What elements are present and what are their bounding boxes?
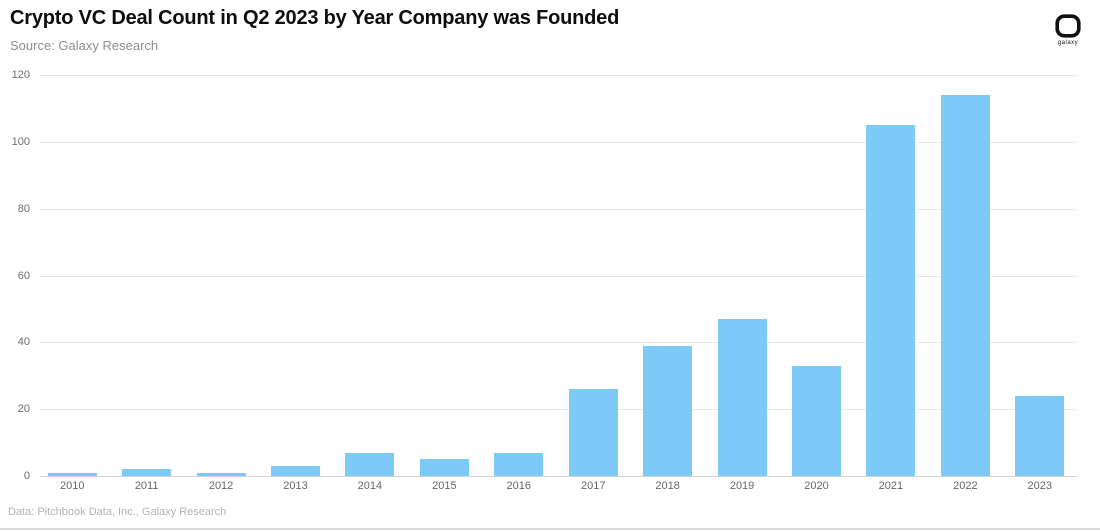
y-axis-tick-label: 0 (23, 470, 30, 482)
x-axis-tick-label: 2015 (432, 480, 457, 492)
bar-2021 (866, 125, 916, 476)
gridline (40, 75, 1077, 76)
galaxy-helmet-icon (1046, 14, 1090, 38)
gridline (40, 208, 1077, 210)
x-axis-tick-label: 2012 (208, 480, 234, 492)
bar-2014 (345, 452, 395, 476)
galaxy-logo: galaxy (1046, 14, 1090, 46)
x-axis-tick-label: 2021 (878, 480, 904, 492)
x-axis-tick-label: 2022 (953, 480, 978, 492)
x-axis-tick-label: 2023 (1027, 480, 1053, 492)
x-axis-tick-label: 2014 (357, 480, 383, 492)
bar-2016 (494, 452, 544, 476)
y-axis-tick-label: 60 (17, 269, 30, 282)
chart-title: Crypto VC Deal Count in Q2 2023 by Year … (10, 7, 620, 29)
x-axis-tick-label: 2016 (506, 480, 532, 492)
bar-2011 (122, 469, 172, 476)
y-axis-tick-label: 40 (17, 336, 30, 349)
bar-2019 (717, 318, 767, 476)
bar-2013 (270, 465, 321, 476)
gridline (40, 409, 1077, 411)
bar-2010 (47, 472, 97, 476)
x-axis-tick-label: 2011 (134, 480, 159, 492)
y-axis-tick-label: 100 (11, 135, 30, 148)
gridline (40, 476, 1077, 477)
gridline (40, 275, 1077, 277)
gridline (40, 141, 1077, 143)
bar-2022 (940, 95, 990, 476)
x-axis-tick-label: 2019 (729, 480, 755, 492)
gridline (40, 342, 1077, 344)
bar-2012 (196, 472, 246, 476)
plot-area: 0 20 40 60 80 100 120 2010 2011 2012 2013 2014 2015 2… (12, 69, 1077, 492)
y-axis-tick-label: 80 (17, 202, 30, 215)
chart-subtitle: Source: Galaxy Research (10, 38, 159, 53)
x-axis-tick-label: 2017 (580, 480, 606, 492)
galaxy-logo-label: galaxy (1057, 40, 1079, 46)
bar-2020 (791, 365, 842, 476)
bar-2018 (643, 345, 693, 476)
data-source-note: Data: Pitchbook Data, Inc., Galaxy Resea… (8, 506, 227, 518)
y-axis-tick-label: 20 (17, 403, 30, 416)
x-axis-tick-label: 2013 (283, 480, 308, 492)
x-axis-tick-label: 2010 (59, 480, 85, 492)
bar-2023 (1015, 395, 1065, 476)
x-axis-tick-label: 2020 (804, 480, 829, 492)
bottom-divider (0, 528, 1100, 530)
bar-2017 (568, 389, 618, 476)
y-axis-tick-label: 120 (11, 69, 30, 81)
x-axis-tick-label: 2018 (655, 480, 680, 492)
bar-2015 (419, 459, 469, 476)
